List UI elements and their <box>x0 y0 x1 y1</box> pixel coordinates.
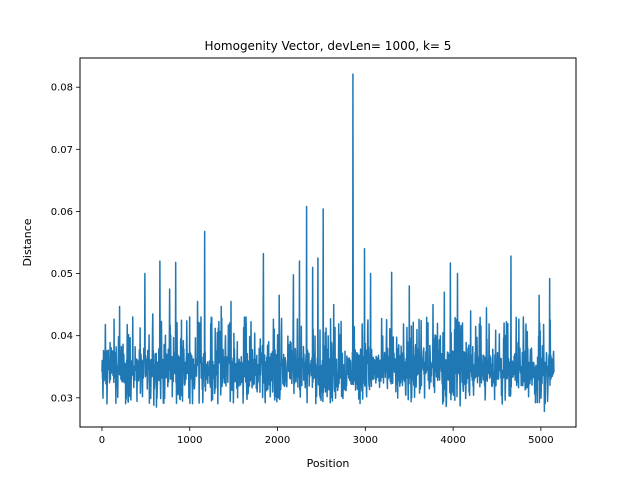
x-axis-ticks: 0 1000 2000 3000 4000 5000 <box>99 427 554 446</box>
x-tick-label: 4000 <box>440 435 465 446</box>
x-tick-label: 2000 <box>265 435 290 446</box>
y-tick-label: 0.07 <box>51 145 73 156</box>
y-axis-label: Distance <box>21 218 34 266</box>
series-line <box>101 73 555 413</box>
y-tick-label: 0.03 <box>51 393 73 404</box>
y-tick-label: 0.06 <box>51 207 73 218</box>
x-tick-label: 5000 <box>528 435 553 446</box>
x-tick-label: 0 <box>99 435 105 446</box>
x-tick-label: 1000 <box>177 435 202 446</box>
x-axis-label: Position <box>307 457 350 470</box>
y-tick-label: 0.08 <box>51 83 73 94</box>
y-tick-label: 0.04 <box>51 331 73 342</box>
plot-frame <box>79 57 577 428</box>
x-tick-label: 3000 <box>353 435 378 446</box>
y-tick-label: 0.05 <box>51 269 73 280</box>
y-axis-ticks: 0.03 0.04 0.05 0.06 0.07 0.08 <box>51 83 80 404</box>
chart-title: Homogenity Vector, devLen= 1000, k= 5 <box>205 39 452 53</box>
